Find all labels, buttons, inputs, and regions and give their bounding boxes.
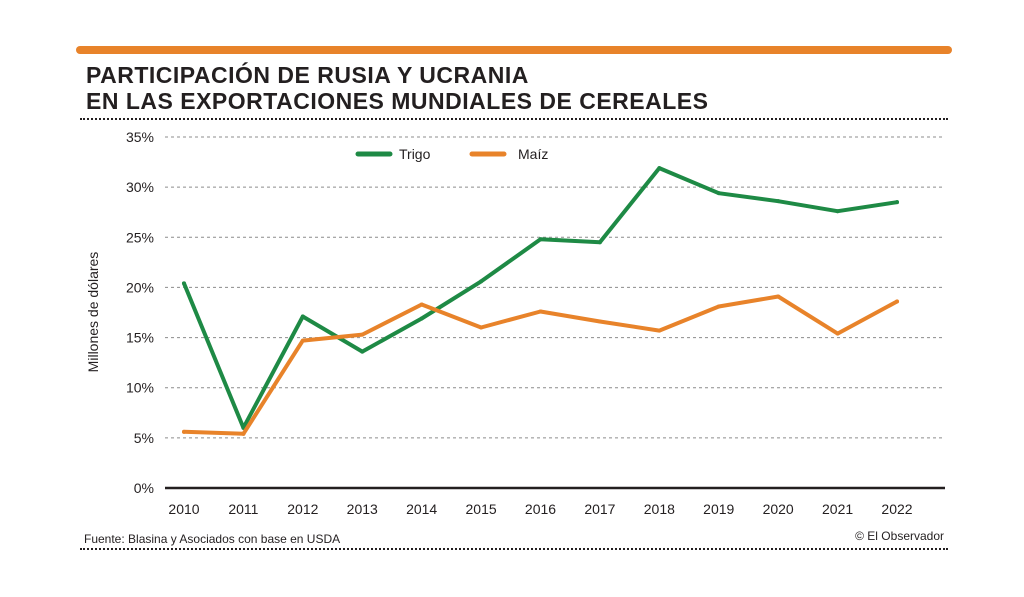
x-tick-label: 2022 (881, 501, 912, 517)
data-point-maiz (419, 302, 424, 307)
x-tick-label: 2014 (406, 501, 437, 517)
y-tick-label: 30% (126, 179, 154, 195)
footer: Fuente: Blasina y Asociados con base en … (80, 529, 948, 550)
data-point-trigo (419, 316, 424, 321)
data-point-trigo (360, 349, 365, 354)
x-tick-label: 2011 (228, 501, 258, 517)
x-tick-label: 2015 (466, 501, 497, 517)
top-accent-bar (76, 46, 952, 54)
data-point-maiz (895, 299, 899, 304)
title-line-1: PARTICIPACIÓN DE RUSIA Y UCRANIA (86, 62, 529, 88)
x-tick-label: 2021 (822, 501, 853, 517)
y-tick-label: 10% (126, 380, 154, 396)
data-point-trigo (657, 166, 662, 171)
x-tick-label: 2019 (703, 501, 734, 517)
series-line-maiz (182, 294, 899, 436)
data-point-trigo (182, 281, 186, 286)
y-tick-label: 0% (134, 480, 154, 496)
data-point-trigo (895, 200, 899, 205)
data-point-maiz (835, 331, 840, 336)
legend-label-trigo: Trigo (399, 146, 431, 162)
title-line-2: EN LAS EXPORTACIONES MUNDIALES DE CEREAL… (86, 88, 709, 114)
data-point-maiz (300, 338, 305, 343)
legend-label-maiz: Maíz (518, 146, 548, 162)
data-point-trigo (597, 240, 602, 245)
x-tick-label: 2018 (644, 501, 675, 517)
x-tick-label: 2012 (287, 501, 318, 517)
x-tick-label: 2020 (763, 501, 794, 517)
data-point-trigo (835, 209, 840, 214)
data-point-maiz (182, 429, 186, 434)
source-note: Fuente: Blasina y Asociados con base en … (84, 532, 341, 546)
x-tick-label: 2017 (584, 501, 615, 517)
data-point-maiz (479, 325, 484, 330)
data-point-trigo (776, 199, 781, 204)
data-point-trigo (538, 237, 543, 242)
data-point-maiz (776, 294, 781, 299)
y-axis-label: Millones de dólares (85, 252, 101, 373)
y-tick-label: 35% (126, 129, 154, 145)
y-tick-label: 5% (134, 430, 154, 446)
data-point-maiz (716, 304, 721, 309)
title-divider (80, 118, 948, 120)
x-tick-label: 2013 (347, 501, 378, 517)
data-point-trigo (300, 314, 305, 319)
data-point-maiz (360, 332, 365, 337)
data-point-maiz (657, 328, 662, 333)
y-tick-label: 25% (126, 229, 154, 245)
y-tick-label: 20% (126, 279, 154, 295)
data-point-maiz (241, 431, 246, 436)
publisher-credit: © El Observador (855, 529, 944, 543)
chart-title: PARTICIPACIÓN DE RUSIA Y UCRANIA EN LAS … (86, 62, 708, 114)
data-point-trigo (479, 279, 484, 284)
series-line-trigo (182, 166, 899, 430)
data-point-maiz (538, 309, 543, 314)
data-point-maiz (597, 319, 602, 324)
y-tick-label: 15% (126, 330, 154, 346)
x-tick-label: 2016 (525, 501, 556, 517)
x-tick-label: 2010 (168, 501, 199, 517)
data-point-trigo (716, 191, 721, 196)
